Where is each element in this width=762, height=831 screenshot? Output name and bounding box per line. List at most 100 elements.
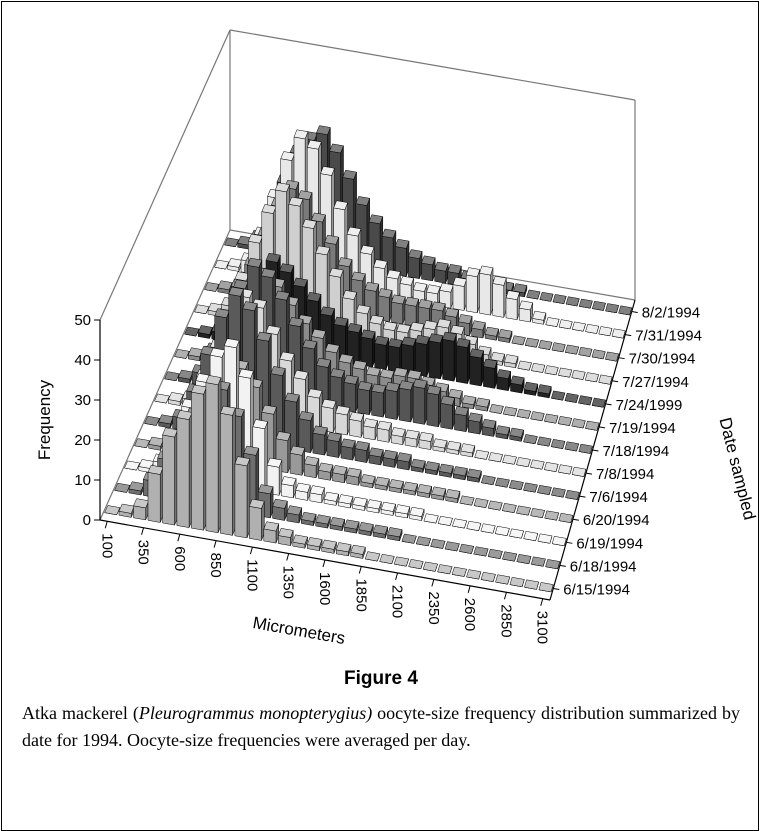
- bar-front: [426, 392, 439, 428]
- bar: [532, 310, 547, 325]
- bar-front: [147, 472, 161, 523]
- bar: [605, 303, 619, 314]
- bar: [176, 410, 193, 528]
- bar: [148, 436, 165, 451]
- bar-top: [444, 307, 460, 318]
- bar-top: [523, 434, 538, 445]
- bar-top: [376, 420, 392, 431]
- bar-top: [333, 200, 349, 211]
- bar: [495, 425, 511, 440]
- bar-top: [431, 486, 447, 497]
- bar: [537, 384, 552, 399]
- bar-top: [571, 321, 586, 332]
- bar: [312, 425, 328, 456]
- x-axis-title: Micrometers: [251, 613, 346, 648]
- bar: [598, 326, 613, 337]
- bar-top: [415, 536, 432, 547]
- bar-top: [552, 294, 567, 304]
- bar-top: [437, 515, 453, 526]
- bar: [536, 436, 552, 447]
- x-tick-label: 1100: [243, 559, 260, 591]
- bar-top: [214, 259, 230, 270]
- bar-front: [454, 413, 467, 432]
- bar-top: [343, 374, 359, 385]
- bar-top: [298, 411, 314, 421]
- bar: [360, 329, 376, 368]
- bar-top: [442, 331, 457, 342]
- bar-top: [261, 204, 277, 214]
- bar: [227, 258, 243, 272]
- bar: [530, 508, 545, 518]
- bar-front: [191, 391, 204, 531]
- bar: [487, 548, 503, 559]
- bar: [467, 412, 483, 435]
- y-tick: [605, 403, 612, 406]
- bar: [466, 569, 482, 580]
- bar-top: [321, 539, 337, 550]
- bar-top: [565, 296, 580, 307]
- bar-top: [374, 476, 390, 487]
- bar-top: [342, 290, 358, 300]
- bar-top: [274, 290, 290, 301]
- bar: [280, 476, 297, 499]
- bar: [374, 335, 390, 370]
- bar-top: [303, 456, 320, 467]
- x-tick: [358, 566, 362, 574]
- y-tick: [572, 518, 579, 521]
- bar-front: [408, 256, 420, 279]
- bar-front: [326, 439, 339, 458]
- bar-top: [390, 427, 406, 437]
- bar-top: [536, 436, 552, 447]
- bar: [523, 482, 538, 493]
- x-tick-label: 350: [135, 540, 152, 565]
- bar: [551, 536, 567, 547]
- bar-top: [270, 366, 286, 376]
- x-tick-label: 2100: [389, 585, 406, 618]
- z-tick-label: 0: [83, 512, 91, 529]
- bar-top: [404, 296, 420, 307]
- bar: [409, 506, 425, 521]
- bar-top: [393, 556, 410, 567]
- bar-top: [395, 504, 411, 515]
- bar-top: [360, 474, 376, 485]
- bar-top: [386, 269, 401, 280]
- bar-top: [315, 514, 331, 525]
- bar: [550, 390, 566, 401]
- bar: [432, 438, 448, 453]
- bar-top: [529, 459, 545, 470]
- bar: [523, 531, 539, 542]
- bar-front: [440, 402, 453, 430]
- x-tick: [503, 592, 507, 600]
- bar-top: [372, 524, 389, 535]
- bar-top: [359, 245, 375, 255]
- x-tick: [467, 585, 471, 593]
- bar: [446, 440, 462, 455]
- bar-top: [448, 388, 463, 399]
- y-tick-label: 7/24/1999: [616, 397, 683, 414]
- bar-top: [551, 342, 566, 353]
- bar-top: [571, 418, 586, 429]
- bar: [565, 296, 580, 307]
- bar-top: [279, 351, 295, 362]
- bar-top: [312, 425, 328, 436]
- bar-top: [338, 353, 354, 364]
- bar-top: [337, 257, 353, 267]
- bar: [557, 416, 573, 426]
- bar-front: [263, 528, 277, 544]
- bar: [118, 503, 135, 518]
- y-tick-label: 7/27/1994: [622, 374, 689, 391]
- bar-top: [252, 419, 269, 430]
- bar-front: [272, 505, 285, 521]
- bar: [224, 237, 240, 248]
- bar: [248, 498, 265, 541]
- bar: [154, 393, 170, 404]
- bar: [530, 362, 546, 373]
- bar-top: [104, 505, 121, 516]
- bar-top: [350, 544, 366, 555]
- y-tick-label: 7/18/1994: [603, 443, 670, 460]
- bar-top: [523, 381, 539, 392]
- bar-top: [490, 351, 505, 362]
- bar: [571, 418, 586, 429]
- bar-top: [364, 551, 381, 562]
- bar-top: [424, 461, 440, 472]
